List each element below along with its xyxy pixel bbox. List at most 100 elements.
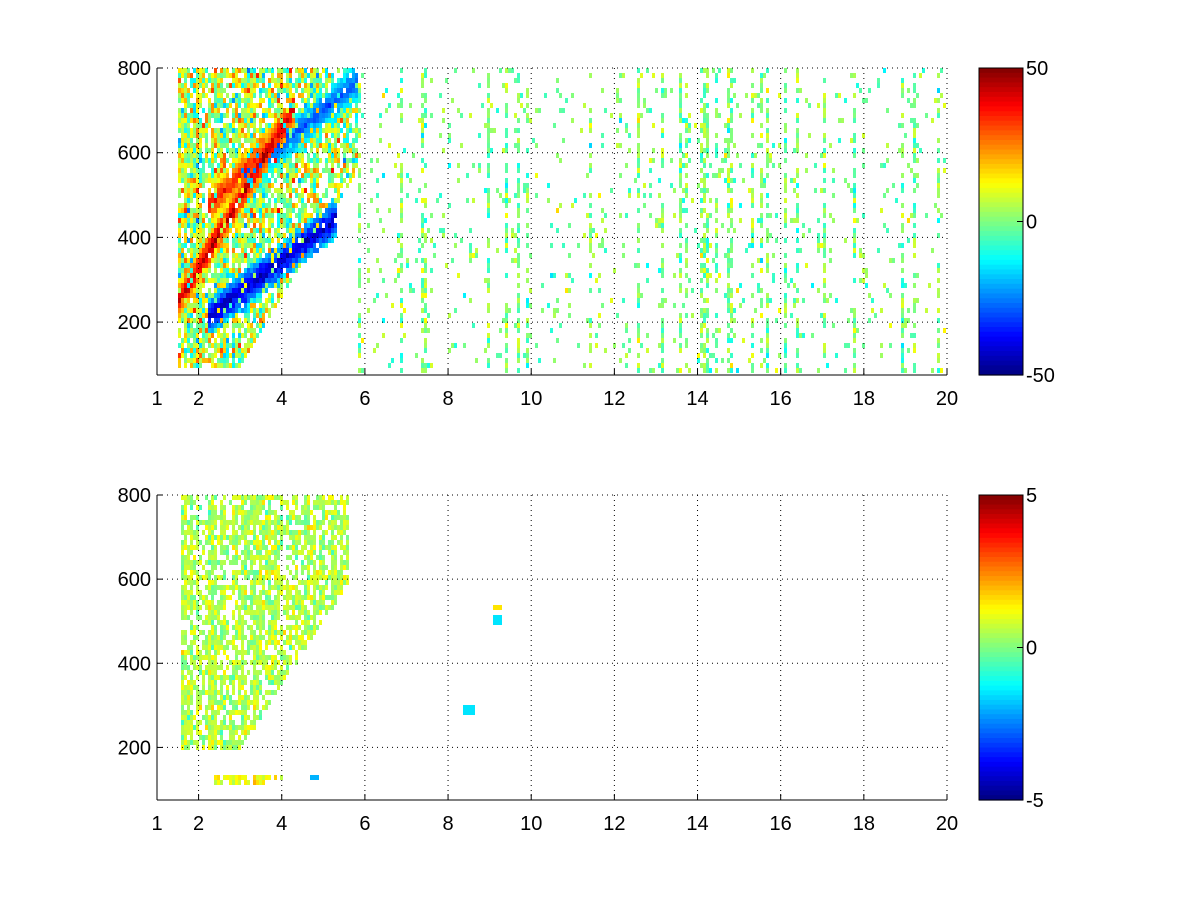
heatmap-cell <box>238 338 241 343</box>
heatmap-cell <box>727 168 730 173</box>
heatmap-cell <box>796 73 799 78</box>
heatmap-cell <box>181 525 184 530</box>
heatmap-cell <box>247 540 250 545</box>
heatmap-cell <box>265 228 268 233</box>
heatmap-cell <box>604 248 607 253</box>
heatmap-cell <box>184 640 187 645</box>
heatmap-cell <box>823 153 826 158</box>
heatmap-cell <box>181 720 184 725</box>
heatmap-cell <box>184 233 187 238</box>
heatmap-cell <box>316 108 319 113</box>
heatmap-cell <box>937 173 940 178</box>
heatmap-cell <box>901 268 904 273</box>
heatmap-cell <box>670 88 673 93</box>
heatmap-cell <box>337 173 340 178</box>
heatmap-cell <box>346 78 349 83</box>
heatmap-cell <box>901 323 904 328</box>
heatmap-cell <box>886 288 889 293</box>
heatmap-cell <box>775 318 778 323</box>
heatmap-cell <box>268 153 271 158</box>
heatmap-cell <box>211 173 214 178</box>
heatmap-cell <box>448 203 451 208</box>
heatmap-cell <box>790 218 793 223</box>
heatmap-cell <box>193 103 196 108</box>
heatmap-cell <box>241 158 244 163</box>
heatmap-cell <box>226 313 229 318</box>
heatmap-cell <box>304 123 307 128</box>
colorbar-segment <box>979 264 1023 271</box>
heatmap-cell <box>325 93 328 98</box>
heatmap-cell <box>307 213 310 218</box>
heatmap-cell <box>424 183 427 188</box>
heatmap-cell <box>349 93 352 98</box>
heatmap-cell <box>229 710 232 715</box>
heatmap-cell <box>274 118 277 123</box>
heatmap-cell <box>517 203 520 208</box>
heatmap-cell <box>238 685 241 690</box>
heatmap-cell <box>382 228 385 233</box>
heatmap-cell <box>220 188 223 193</box>
heatmap-cell <box>244 153 247 158</box>
heatmap-cell <box>715 133 718 138</box>
heatmap-cell <box>652 368 655 373</box>
heatmap-cell <box>226 690 229 695</box>
heatmap-cell <box>238 570 241 575</box>
heatmap-cell <box>853 328 856 333</box>
heatmap-cell <box>178 238 181 243</box>
heatmap-cell <box>229 363 232 368</box>
heatmap-cell <box>259 183 262 188</box>
heatmap-cell <box>487 363 490 368</box>
heatmap-cell <box>637 153 640 158</box>
heatmap-cell <box>211 660 214 665</box>
heatmap-cell <box>733 318 736 323</box>
heatmap-cell <box>217 168 220 173</box>
heatmap-cell <box>253 243 256 248</box>
heatmap-cell <box>352 98 355 103</box>
heatmap-cell <box>292 268 295 273</box>
heatmap-cell <box>502 198 505 203</box>
heatmap-cell <box>337 153 340 158</box>
heatmap-cell <box>190 625 193 630</box>
heatmap-cell <box>220 565 223 570</box>
heatmap-cell <box>715 73 718 78</box>
heatmap-cell <box>181 530 184 535</box>
heatmap-cell <box>208 655 211 660</box>
heatmap-cell <box>190 303 193 308</box>
heatmap-cell <box>271 173 274 178</box>
heatmap-cell <box>178 173 181 178</box>
heatmap-cell <box>247 640 250 645</box>
heatmap-cell <box>232 123 235 128</box>
heatmap-cell <box>247 625 250 630</box>
heatmap-cell <box>211 78 214 83</box>
heatmap-cell <box>412 153 415 158</box>
heatmap-cell <box>181 298 184 303</box>
heatmap-cell <box>247 183 250 188</box>
heatmap-cell <box>295 68 298 73</box>
heatmap-cell <box>817 288 820 293</box>
heatmap-cell <box>739 113 742 118</box>
heatmap-cell <box>424 303 427 308</box>
heatmap-cell <box>517 128 520 133</box>
heatmap-cell <box>196 218 199 223</box>
heatmap-cell <box>703 313 706 318</box>
heatmap-cell <box>211 353 214 358</box>
heatmap-cell <box>688 278 691 283</box>
heatmap-cell <box>880 353 883 358</box>
heatmap-cell <box>229 298 232 303</box>
heatmap-cell <box>715 198 718 203</box>
heatmap-cell <box>244 188 247 193</box>
heatmap-cell <box>184 108 187 113</box>
heatmap-cell <box>295 173 298 178</box>
heatmap-cell <box>220 585 223 590</box>
heatmap-cell <box>589 143 592 148</box>
heatmap-cell <box>844 368 847 373</box>
heatmap-cell <box>769 298 772 303</box>
heatmap-cell <box>643 193 646 198</box>
colorbar-segment <box>979 211 1023 218</box>
heatmap-cell <box>187 650 190 655</box>
heatmap-cell <box>244 308 247 313</box>
heatmap-cell <box>223 715 226 720</box>
heatmap-cell <box>262 133 265 138</box>
heatmap-cell <box>295 148 298 153</box>
